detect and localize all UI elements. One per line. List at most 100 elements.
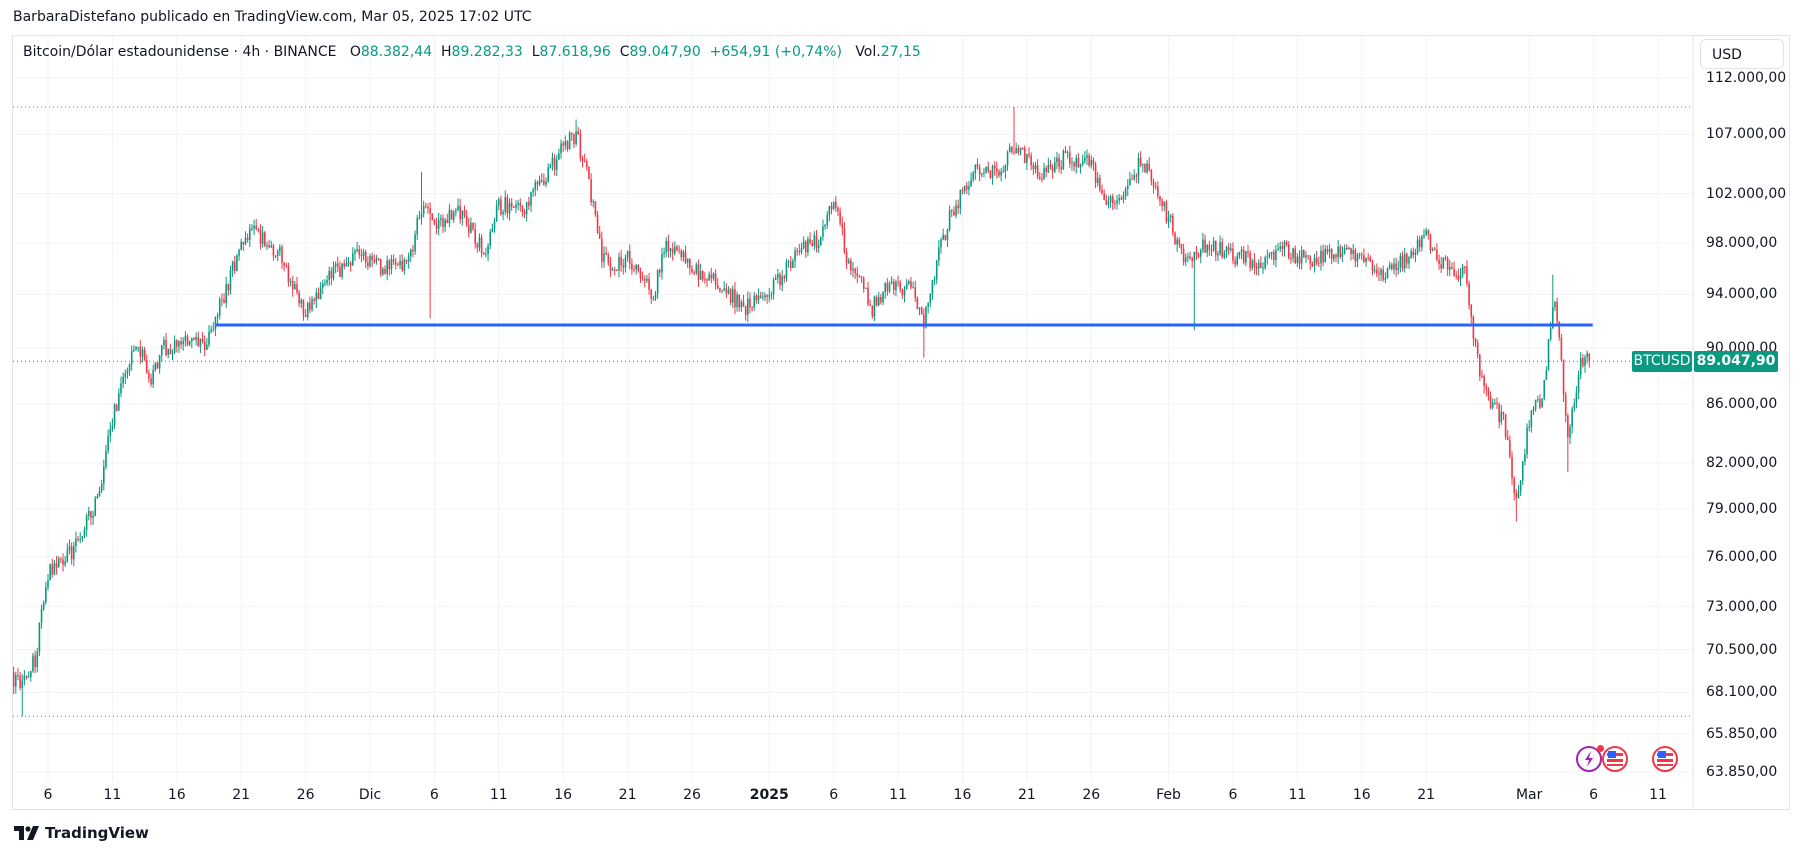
candle xyxy=(90,511,92,518)
candle xyxy=(714,273,717,285)
candle xyxy=(1008,146,1011,153)
candle xyxy=(976,164,979,168)
candle xyxy=(959,190,962,209)
candle xyxy=(1262,267,1264,269)
candle xyxy=(476,243,479,248)
price-tick-label: 73.000,00 xyxy=(1706,598,1778,615)
candle xyxy=(397,264,399,266)
us-flag-icon[interactable] xyxy=(1602,746,1628,772)
candle xyxy=(935,260,938,280)
candle xyxy=(472,222,474,230)
candle xyxy=(354,251,356,254)
candle xyxy=(238,249,240,256)
candle xyxy=(1056,157,1058,163)
candle xyxy=(1345,248,1348,250)
candle xyxy=(530,191,532,206)
candle xyxy=(176,340,178,347)
candle xyxy=(1028,153,1030,156)
candle xyxy=(1567,415,1569,438)
candle xyxy=(1584,357,1586,366)
candle xyxy=(800,248,803,253)
price-tick-label: 70.500,00 xyxy=(1706,641,1778,658)
candle xyxy=(1103,193,1105,200)
candle xyxy=(974,164,977,173)
candle xyxy=(1483,376,1485,387)
candle xyxy=(135,347,137,350)
candle xyxy=(401,260,403,271)
candle xyxy=(1489,396,1492,408)
candle xyxy=(1221,242,1224,258)
candle xyxy=(478,237,481,248)
candle xyxy=(899,282,902,290)
candle xyxy=(1448,267,1451,270)
candle xyxy=(676,246,678,251)
candle xyxy=(1292,248,1294,259)
candle xyxy=(1423,234,1425,237)
candle xyxy=(1324,248,1327,263)
candle xyxy=(300,300,303,304)
candle xyxy=(66,550,69,562)
candle xyxy=(830,205,833,210)
candle xyxy=(734,289,736,308)
candle xyxy=(248,228,251,240)
legend-title[interactable]: Bitcoin/Dólar estadounidense · 4h · BINA… xyxy=(23,44,337,60)
candle xyxy=(998,171,1000,176)
candle xyxy=(92,515,94,518)
candle xyxy=(446,219,449,224)
candle xyxy=(379,258,382,275)
candle xyxy=(1315,258,1318,264)
candle xyxy=(817,245,820,249)
candle xyxy=(403,259,406,271)
candle xyxy=(279,246,281,252)
candle xyxy=(824,225,826,227)
candle xyxy=(770,294,773,296)
candle xyxy=(1038,176,1041,179)
candle xyxy=(1521,461,1524,481)
price-tick-label: 65.850,00 xyxy=(1706,725,1778,742)
candle xyxy=(55,563,58,568)
candle xyxy=(742,301,745,307)
candle xyxy=(540,180,543,182)
candle xyxy=(1272,251,1275,260)
candle xyxy=(1290,258,1292,260)
candle xyxy=(903,289,906,296)
price-tick-label: 76.000,00 xyxy=(1706,548,1778,565)
candle xyxy=(1030,155,1032,166)
lightning-icon[interactable] xyxy=(1576,745,1604,772)
candle xyxy=(1142,163,1144,166)
candle xyxy=(624,257,627,268)
candle xyxy=(1217,253,1219,256)
tradingview-logo[interactable]: TradingView xyxy=(14,824,149,842)
candle xyxy=(291,281,294,290)
candle xyxy=(523,211,526,215)
candle xyxy=(94,498,97,516)
candle xyxy=(1562,360,1565,395)
candle xyxy=(1169,215,1172,218)
candle xyxy=(1519,480,1522,492)
candle xyxy=(1309,256,1312,264)
candle xyxy=(517,203,519,205)
candle xyxy=(272,245,275,256)
us-flag-icon[interactable] xyxy=(1652,746,1678,772)
candle xyxy=(264,232,266,246)
candle xyxy=(1013,152,1015,154)
candle xyxy=(678,250,680,252)
currency-button[interactable]: USD xyxy=(1700,39,1784,69)
candle xyxy=(377,258,380,260)
candle xyxy=(115,404,118,411)
candle xyxy=(847,260,850,264)
candle xyxy=(270,245,273,248)
candle xyxy=(1305,255,1307,258)
candle xyxy=(779,274,781,286)
candle xyxy=(562,143,564,146)
candle xyxy=(193,338,195,340)
candle xyxy=(489,231,492,246)
candle xyxy=(811,243,814,246)
candle xyxy=(543,180,545,185)
candle xyxy=(1410,251,1412,258)
candle xyxy=(1000,171,1002,176)
candle xyxy=(1017,148,1020,153)
candle xyxy=(637,264,640,272)
candle xyxy=(62,559,64,565)
